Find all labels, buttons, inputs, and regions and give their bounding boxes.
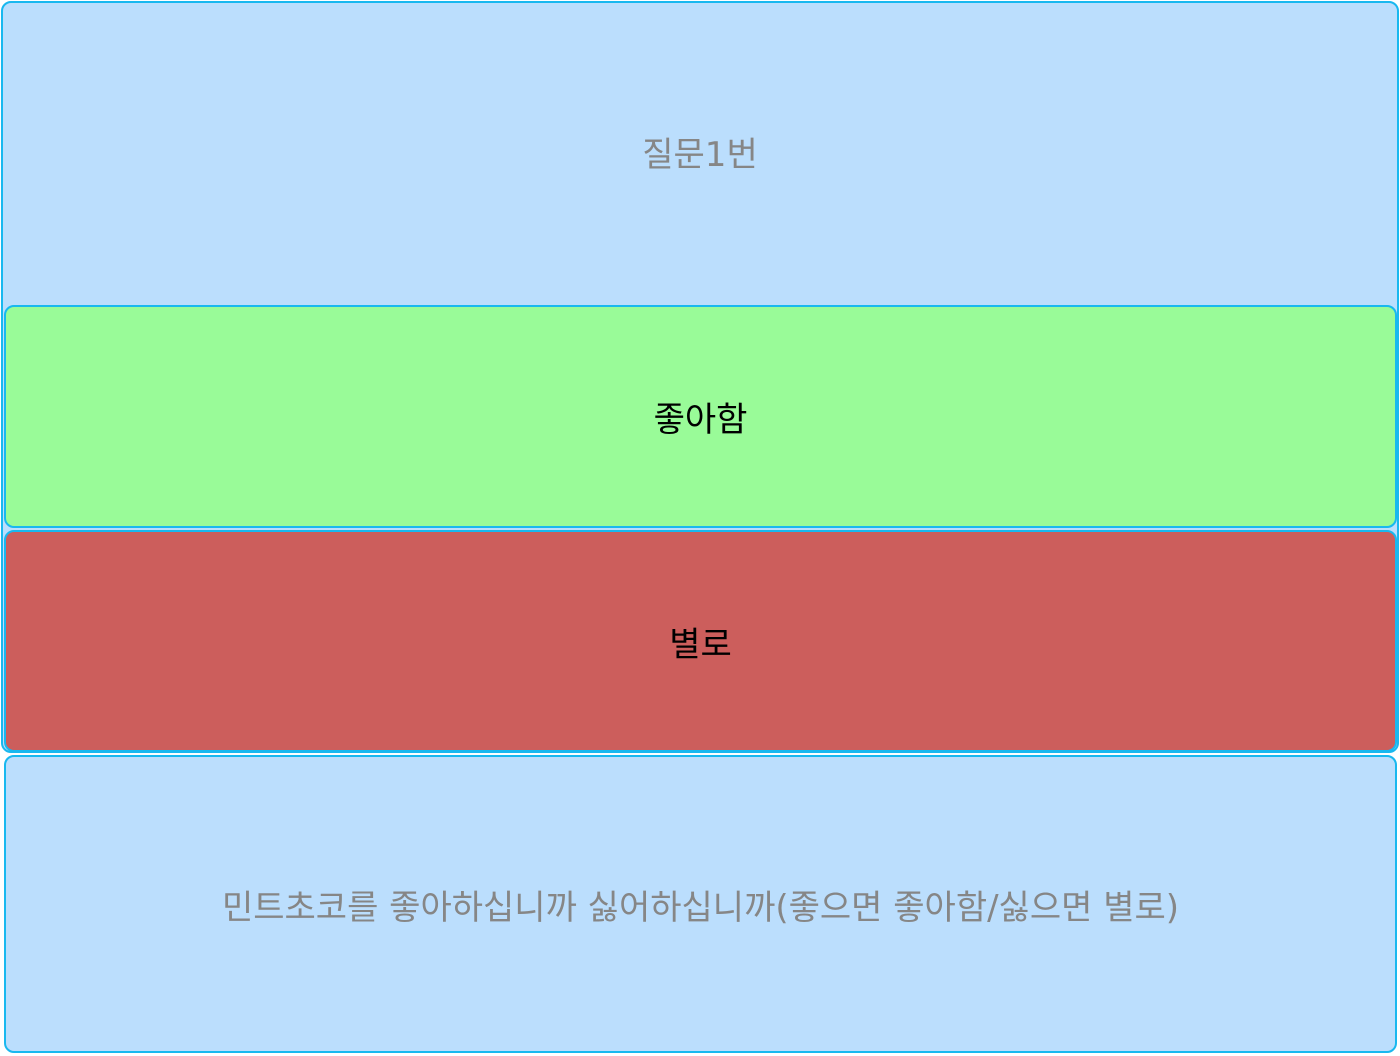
question-text: 민트초코를 좋아하십니까 싫어하십니까(좋으면 좋아함/싫으면 별로) [221, 887, 1180, 928]
like-button-label: 좋아함 [653, 400, 748, 440]
dislike-button[interactable]: 별로 [4, 530, 1397, 752]
question-text-box: 민트초코를 좋아하십니까 싫어하십니까(좋으면 좋아함/싫으면 별로) [4, 755, 1397, 1053]
dislike-button-label: 별로 [669, 624, 732, 665]
question-title: 질문1번 [642, 135, 758, 175]
like-button[interactable]: 좋아함 [4, 305, 1397, 528]
